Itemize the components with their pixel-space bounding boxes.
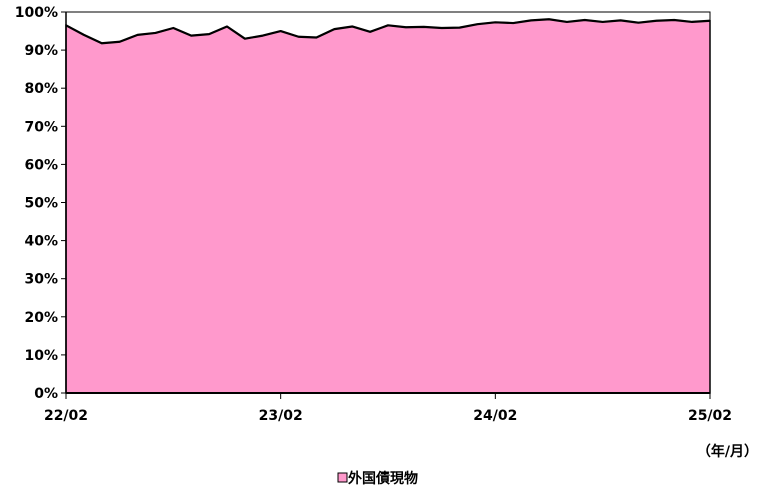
x-tick-label: 25/02	[688, 408, 732, 424]
legend-swatch	[337, 472, 348, 483]
series-area-gaikokusai-genbutsu	[65, 18, 711, 394]
y-tick-label: 20%	[24, 310, 58, 326]
x-axis-unit-label: （年/月）	[697, 443, 758, 460]
x-tick-label: 24/02	[473, 408, 517, 424]
x-axis: 22/02 23/02 24/02 25/02	[44, 392, 732, 424]
plot-area	[65, 11, 711, 394]
y-tick-label: 60%	[24, 157, 58, 173]
legend: 外国債現物	[337, 470, 418, 487]
y-tick-label: 90%	[24, 43, 58, 59]
y-tick-label: 100%	[15, 5, 58, 21]
y-axis: 0% 10% 20% 30% 40% 50% 60% 70% 80% 90% 100%	[15, 5, 67, 402]
y-tick-label: 80%	[24, 81, 58, 97]
y-tick-label: 10%	[24, 348, 58, 364]
y-tick-label: 40%	[24, 234, 58, 250]
legend-label: 外国債現物	[348, 470, 418, 487]
y-tick-label: 50%	[24, 196, 58, 212]
y-tick-label: 70%	[24, 119, 58, 135]
x-tick-label: 23/02	[259, 408, 303, 424]
series-line-gaikokusai-genbutsu	[65, 18, 711, 45]
y-tick-label: 30%	[24, 272, 58, 288]
x-tick-label: 22/02	[44, 408, 88, 424]
y-tick-label: 0%	[34, 386, 58, 402]
